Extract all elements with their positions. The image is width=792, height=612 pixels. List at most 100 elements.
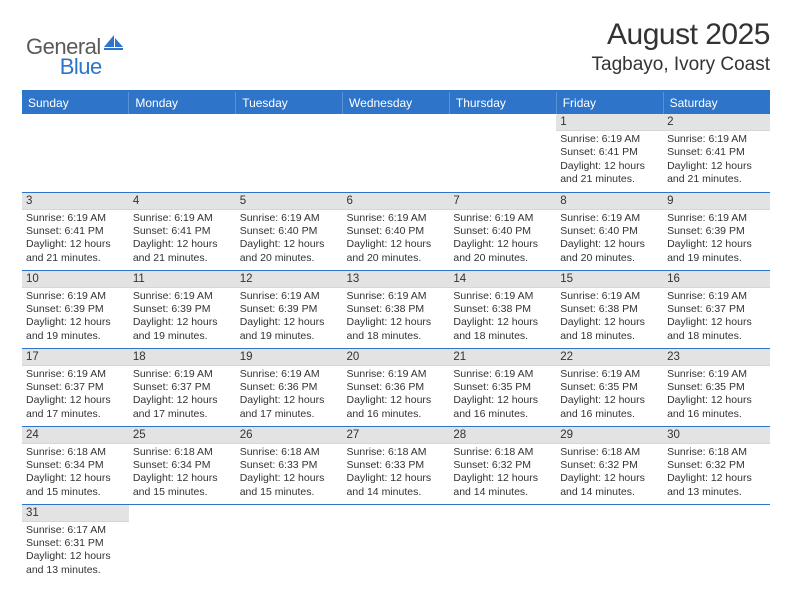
day-details: Sunrise: 6:19 AMSunset: 6:40 PMDaylight:… — [556, 210, 663, 269]
calendar-day-cell: 16Sunrise: 6:19 AMSunset: 6:37 PMDayligh… — [663, 270, 770, 348]
calendar-day-cell — [236, 504, 343, 582]
calendar-day-cell: 23Sunrise: 6:19 AMSunset: 6:35 PMDayligh… — [663, 348, 770, 426]
calendar-day-cell: 24Sunrise: 6:18 AMSunset: 6:34 PMDayligh… — [22, 426, 129, 504]
day-details: Sunrise: 6:18 AMSunset: 6:32 PMDaylight:… — [449, 444, 556, 503]
calendar-day-cell: 31Sunrise: 6:17 AMSunset: 6:31 PMDayligh… — [22, 504, 129, 582]
day-number: 10 — [22, 271, 129, 288]
weekday-header: Monday — [129, 91, 236, 114]
day-number: 17 — [22, 349, 129, 366]
day-number: 29 — [556, 427, 663, 444]
day-details: Sunrise: 6:18 AMSunset: 6:32 PMDaylight:… — [556, 444, 663, 503]
weekday-header: Saturday — [663, 91, 770, 114]
day-number: 30 — [663, 427, 770, 444]
calendar-day-cell: 2Sunrise: 6:19 AMSunset: 6:41 PMDaylight… — [663, 114, 770, 192]
day-details: Sunrise: 6:18 AMSunset: 6:32 PMDaylight:… — [663, 444, 770, 503]
calendar-day-cell — [343, 504, 450, 582]
day-number: 21 — [449, 349, 556, 366]
calendar-week-row: 17Sunrise: 6:19 AMSunset: 6:37 PMDayligh… — [22, 348, 770, 426]
calendar-body: 1Sunrise: 6:19 AMSunset: 6:41 PMDaylight… — [22, 114, 770, 582]
day-number: 11 — [129, 271, 236, 288]
calendar-week-row: 10Sunrise: 6:19 AMSunset: 6:39 PMDayligh… — [22, 270, 770, 348]
weekday-header: Wednesday — [343, 91, 450, 114]
day-details: Sunrise: 6:19 AMSunset: 6:40 PMDaylight:… — [449, 210, 556, 269]
calendar-day-cell — [556, 504, 663, 582]
calendar-day-cell: 1Sunrise: 6:19 AMSunset: 6:41 PMDaylight… — [556, 114, 663, 192]
day-details: Sunrise: 6:19 AMSunset: 6:41 PMDaylight:… — [129, 210, 236, 269]
logo: GeneralBlue — [22, 18, 124, 80]
day-details: Sunrise: 6:18 AMSunset: 6:33 PMDaylight:… — [236, 444, 343, 503]
day-details: Sunrise: 6:19 AMSunset: 6:40 PMDaylight:… — [343, 210, 450, 269]
day-details: Sunrise: 6:19 AMSunset: 6:37 PMDaylight:… — [663, 288, 770, 347]
calendar-week-row: 1Sunrise: 6:19 AMSunset: 6:41 PMDaylight… — [22, 114, 770, 192]
day-number: 5 — [236, 193, 343, 210]
calendar-day-cell: 15Sunrise: 6:19 AMSunset: 6:38 PMDayligh… — [556, 270, 663, 348]
day-details: Sunrise: 6:19 AMSunset: 6:39 PMDaylight:… — [663, 210, 770, 269]
calendar-day-cell: 12Sunrise: 6:19 AMSunset: 6:39 PMDayligh… — [236, 270, 343, 348]
calendar-day-cell — [449, 504, 556, 582]
day-number: 22 — [556, 349, 663, 366]
calendar-day-cell: 21Sunrise: 6:19 AMSunset: 6:35 PMDayligh… — [449, 348, 556, 426]
weekday-header: Sunday — [22, 91, 129, 114]
day-details: Sunrise: 6:19 AMSunset: 6:35 PMDaylight:… — [449, 366, 556, 425]
day-number: 6 — [343, 193, 450, 210]
day-details: Sunrise: 6:19 AMSunset: 6:39 PMDaylight:… — [236, 288, 343, 347]
calendar-day-cell: 29Sunrise: 6:18 AMSunset: 6:32 PMDayligh… — [556, 426, 663, 504]
calendar-day-cell: 30Sunrise: 6:18 AMSunset: 6:32 PMDayligh… — [663, 426, 770, 504]
calendar-week-row: 24Sunrise: 6:18 AMSunset: 6:34 PMDayligh… — [22, 426, 770, 504]
day-details: Sunrise: 6:19 AMSunset: 6:40 PMDaylight:… — [236, 210, 343, 269]
day-number: 18 — [129, 349, 236, 366]
day-number: 3 — [22, 193, 129, 210]
calendar-day-cell — [343, 114, 450, 192]
calendar-day-cell: 25Sunrise: 6:18 AMSunset: 6:34 PMDayligh… — [129, 426, 236, 504]
calendar-week-row: 31Sunrise: 6:17 AMSunset: 6:31 PMDayligh… — [22, 504, 770, 582]
day-number: 13 — [343, 271, 450, 288]
logo-text-blue: Blue — [60, 54, 102, 79]
weekday-header: Thursday — [449, 91, 556, 114]
day-details: Sunrise: 6:19 AMSunset: 6:37 PMDaylight:… — [129, 366, 236, 425]
calendar-day-cell: 7Sunrise: 6:19 AMSunset: 6:40 PMDaylight… — [449, 192, 556, 270]
day-number: 8 — [556, 193, 663, 210]
calendar-day-cell: 22Sunrise: 6:19 AMSunset: 6:35 PMDayligh… — [556, 348, 663, 426]
day-details: Sunrise: 6:18 AMSunset: 6:34 PMDaylight:… — [22, 444, 129, 503]
calendar-day-cell: 11Sunrise: 6:19 AMSunset: 6:39 PMDayligh… — [129, 270, 236, 348]
calendar-day-cell — [236, 114, 343, 192]
logo-sail-icon — [104, 35, 124, 54]
day-number: 4 — [129, 193, 236, 210]
calendar-table: Sunday Monday Tuesday Wednesday Thursday… — [22, 90, 770, 582]
day-number: 19 — [236, 349, 343, 366]
calendar-day-cell: 3Sunrise: 6:19 AMSunset: 6:41 PMDaylight… — [22, 192, 129, 270]
day-number: 12 — [236, 271, 343, 288]
day-number: 20 — [343, 349, 450, 366]
day-details: Sunrise: 6:19 AMSunset: 6:41 PMDaylight:… — [663, 131, 770, 190]
day-details: Sunrise: 6:18 AMSunset: 6:34 PMDaylight:… — [129, 444, 236, 503]
day-details: Sunrise: 6:19 AMSunset: 6:39 PMDaylight:… — [129, 288, 236, 347]
weekday-header: Friday — [556, 91, 663, 114]
day-number: 24 — [22, 427, 129, 444]
calendar-day-cell — [22, 114, 129, 192]
calendar-day-cell — [129, 504, 236, 582]
calendar-day-cell: 28Sunrise: 6:18 AMSunset: 6:32 PMDayligh… — [449, 426, 556, 504]
day-number: 2 — [663, 114, 770, 131]
calendar-day-cell: 6Sunrise: 6:19 AMSunset: 6:40 PMDaylight… — [343, 192, 450, 270]
day-details: Sunrise: 6:19 AMSunset: 6:35 PMDaylight:… — [663, 366, 770, 425]
calendar-day-cell: 19Sunrise: 6:19 AMSunset: 6:36 PMDayligh… — [236, 348, 343, 426]
weekday-header: Tuesday — [236, 91, 343, 114]
day-details: Sunrise: 6:19 AMSunset: 6:41 PMDaylight:… — [22, 210, 129, 269]
month-title: August 2025 — [592, 18, 770, 52]
calendar-week-row: 3Sunrise: 6:19 AMSunset: 6:41 PMDaylight… — [22, 192, 770, 270]
calendar-day-cell: 27Sunrise: 6:18 AMSunset: 6:33 PMDayligh… — [343, 426, 450, 504]
day-number: 27 — [343, 427, 450, 444]
day-number: 7 — [449, 193, 556, 210]
day-number: 1 — [556, 114, 663, 131]
day-details: Sunrise: 6:19 AMSunset: 6:39 PMDaylight:… — [22, 288, 129, 347]
calendar-day-cell: 13Sunrise: 6:19 AMSunset: 6:38 PMDayligh… — [343, 270, 450, 348]
title-block: August 2025 Tagbayo, Ivory Coast — [592, 18, 770, 76]
header: GeneralBlue August 2025 Tagbayo, Ivory C… — [22, 18, 770, 80]
day-number: 28 — [449, 427, 556, 444]
day-details: Sunrise: 6:19 AMSunset: 6:36 PMDaylight:… — [236, 366, 343, 425]
day-details: Sunrise: 6:19 AMSunset: 6:38 PMDaylight:… — [556, 288, 663, 347]
location-title: Tagbayo, Ivory Coast — [592, 54, 770, 76]
calendar-day-cell: 8Sunrise: 6:19 AMSunset: 6:40 PMDaylight… — [556, 192, 663, 270]
day-details: Sunrise: 6:17 AMSunset: 6:31 PMDaylight:… — [22, 522, 129, 581]
day-number: 15 — [556, 271, 663, 288]
